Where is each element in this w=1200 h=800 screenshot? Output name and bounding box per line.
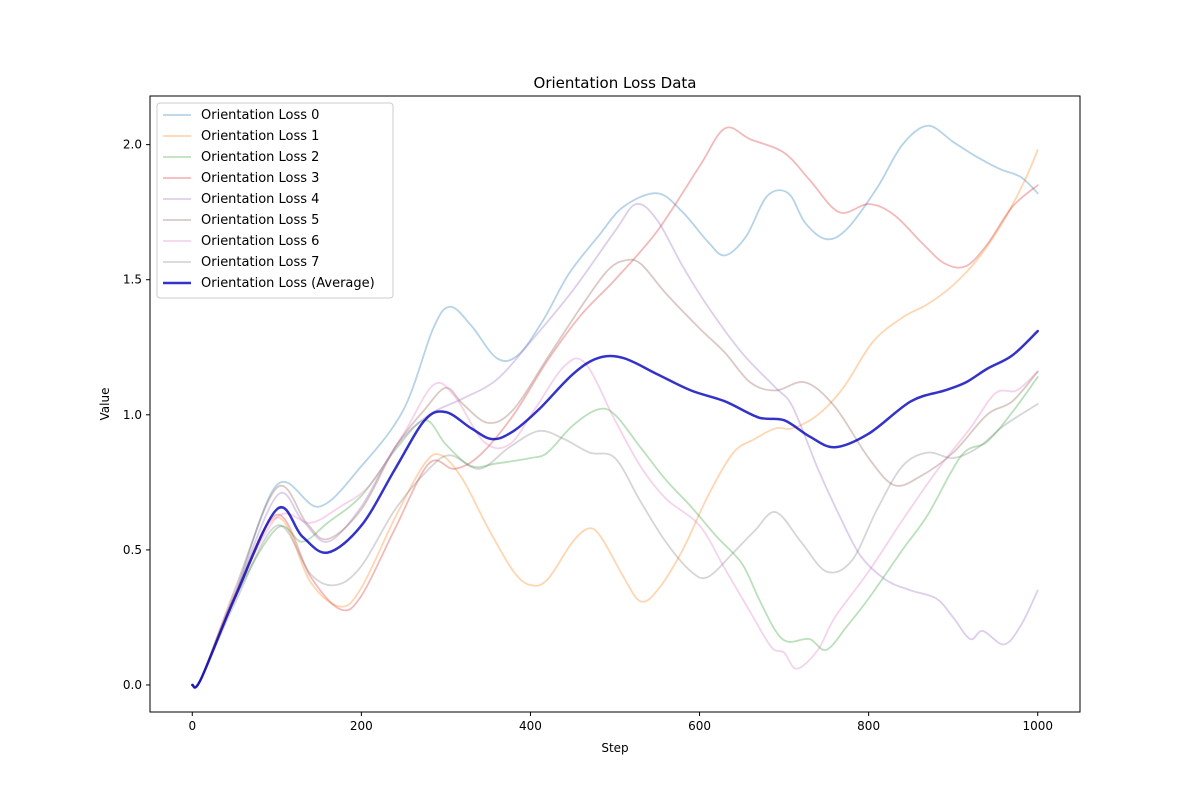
legend-entry-label: Orientation Loss (Average) <box>201 276 375 291</box>
x-tick-label: 1000 <box>1022 719 1053 733</box>
y-axis: 0.0 0.5 1.0 1.5 2.0 <box>123 138 150 692</box>
legend-entry-label: Orientation Loss 0 <box>201 108 319 123</box>
legend-entry-label: Orientation Loss 4 <box>201 192 319 207</box>
series-line-3 <box>191 126 1039 689</box>
x-tick-label: 200 <box>350 719 373 733</box>
y-axis-label: Value <box>98 388 112 421</box>
series-line-7 <box>191 403 1039 688</box>
x-tick-label: 400 <box>519 719 542 733</box>
y-tick-label: 1.5 <box>123 273 142 287</box>
series-line-6 <box>191 357 1039 689</box>
legend: Orientation Loss 0 Orientation Loss 1 Orie… <box>156 102 394 299</box>
series-group <box>191 124 1039 689</box>
legend-entry-label: Orientation Loss 6 <box>201 234 319 249</box>
chart-title: Orientation Loss Data <box>534 74 697 92</box>
y-tick-label: 0.5 <box>123 543 142 557</box>
series-line-1 <box>191 149 1039 689</box>
y-tick-label: 2.0 <box>123 138 142 152</box>
y-tick-label: 0.0 <box>123 678 142 692</box>
series-line-4 <box>191 202 1039 689</box>
x-axis-label: Step <box>601 741 628 755</box>
series-line-2 <box>191 376 1039 689</box>
legend-box <box>156 102 394 299</box>
legend-entry-label: Orientation Loss 5 <box>201 213 319 228</box>
series-line-0 <box>191 124 1039 689</box>
legend-entry-label: Orientation Loss 7 <box>201 255 319 270</box>
y-tick-label: 1.0 <box>123 408 142 422</box>
x-axis: 0 200 400 600 800 1000 <box>188 712 1053 733</box>
x-tick-label: 600 <box>688 719 711 733</box>
legend-entry-label: Orientation Loss 3 <box>201 171 319 186</box>
series-line-5 <box>191 258 1039 689</box>
legend-entry-label: Orientation Loss 2 <box>201 150 319 165</box>
series-line-8 <box>191 329 1039 689</box>
x-tick-label: 0 <box>188 719 196 733</box>
legend-entry-label: Orientation Loss 1 <box>201 129 319 144</box>
x-tick-label: 800 <box>857 719 880 733</box>
